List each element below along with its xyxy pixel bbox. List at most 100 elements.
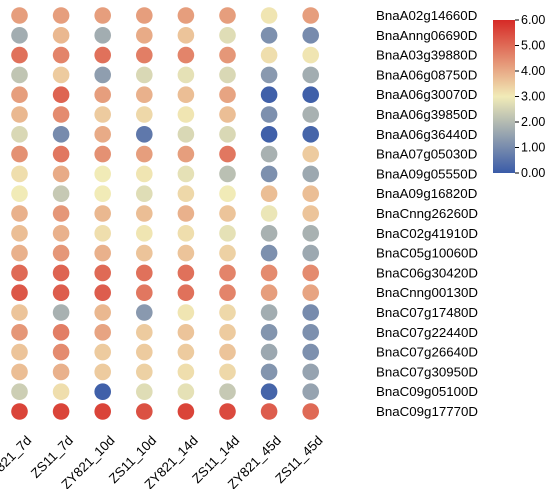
colorbar-tick-label: 3.00	[521, 90, 545, 104]
heatmap-cell	[52, 106, 70, 123]
heatmap-cell	[94, 225, 111, 242]
heatmap-cell	[94, 284, 111, 302]
heatmap-cell	[260, 185, 278, 202]
heatmap-cell	[302, 264, 320, 282]
heatmap-cell	[136, 185, 153, 202]
row-label: BnaC05g10060D	[376, 246, 478, 261]
heatmap-cell	[52, 86, 70, 103]
heatmap-cell	[177, 106, 195, 123]
heatmap-cell	[11, 66, 28, 84]
heatmap-cell	[94, 145, 111, 163]
heatmap-cell	[219, 264, 236, 282]
heatmap-cell	[260, 86, 278, 103]
heatmap-cell	[219, 27, 236, 44]
heatmap-cell	[177, 165, 195, 183]
row-label: BnaA02g14660D	[376, 8, 477, 23]
heatmap-cell	[302, 185, 320, 202]
heatmap-cell	[260, 304, 278, 321]
heatmap-cell	[302, 66, 320, 84]
heatmap-cell	[177, 363, 195, 381]
heatmap-cell	[260, 383, 278, 401]
heatmap-cell	[52, 284, 70, 302]
heatmap-cell	[260, 165, 278, 183]
heatmap-cell	[136, 403, 153, 420]
heatmap-cell	[94, 205, 111, 222]
heatmap-cell	[302, 383, 320, 401]
row-label: BnaA09g05550D	[376, 166, 477, 181]
heatmap-cell	[136, 284, 153, 302]
row-label: BnaC07g30950D	[376, 364, 478, 379]
row-label: BnaA06g30070D	[376, 87, 477, 102]
column-labels: ZY821_7dZS11_7dZY821_10dZS11_10dZY821_14…	[0, 433, 326, 489]
row-label: BnaA09g16820D	[376, 186, 477, 201]
heatmap-cell	[302, 27, 320, 44]
row-label: BnaC07g26640D	[376, 345, 478, 360]
heatmap-cell	[177, 27, 195, 44]
heatmap-cell	[219, 403, 236, 420]
heatmap-cell	[52, 185, 70, 202]
heatmap-cell	[11, 244, 28, 262]
heatmap-cell	[136, 244, 153, 262]
heatmap-cell	[302, 225, 320, 242]
colorbar-tick-label: 2.00	[521, 115, 545, 129]
heatmap-cell	[11, 205, 28, 222]
heatmap-cell	[94, 46, 111, 64]
heatmap-cell	[94, 86, 111, 103]
heatmap-cell	[219, 244, 236, 262]
heatmap-cell	[260, 343, 278, 361]
heatmap-cells	[11, 7, 320, 420]
row-label: BnaC07g17480D	[376, 305, 478, 320]
heatmap-cell	[94, 304, 111, 321]
heatmap-cell	[136, 264, 153, 282]
heatmap-cell	[11, 324, 28, 341]
colorbar-tick-label: 5.00	[521, 39, 545, 53]
heatmap-cell	[94, 126, 111, 143]
heatmap-cell	[94, 7, 111, 24]
heatmap-cell	[219, 343, 236, 361]
row-label: BnaA03g39880D	[376, 48, 477, 63]
heatmap-cell	[177, 185, 195, 202]
heatmap-cell	[94, 343, 111, 361]
row-label: BnaA06g08750D	[376, 67, 477, 82]
heatmap-cell	[52, 343, 70, 361]
heatmap-cell	[260, 126, 278, 143]
heatmap-cell	[219, 126, 236, 143]
heatmap-cell	[177, 264, 195, 282]
heatmap-cell	[94, 244, 111, 262]
heatmap-cell	[94, 264, 111, 282]
heatmap-cell	[219, 185, 236, 202]
heatmap-cell	[302, 145, 320, 163]
heatmap-cell	[260, 27, 278, 44]
heatmap-cell	[136, 343, 153, 361]
heatmap-cell	[302, 403, 320, 420]
column-label: ZY821_7d	[0, 433, 34, 487]
heatmap-cell	[52, 66, 70, 84]
heatmap-cell	[219, 106, 236, 123]
heatmap-cell	[219, 7, 236, 24]
heatmap-cell	[52, 7, 70, 24]
heatmap-cell	[302, 324, 320, 341]
heatmap-cell	[94, 185, 111, 202]
heatmap-cell	[52, 304, 70, 321]
heatmap-cell	[260, 264, 278, 282]
heatmap-cell	[94, 66, 111, 84]
colorbar-tick-label: 6.00	[521, 13, 545, 27]
heatmap-cell	[11, 363, 28, 381]
heatmap-cell	[219, 363, 236, 381]
heatmap-cell	[219, 46, 236, 64]
heatmap-cell	[11, 126, 28, 143]
heatmap-cell	[136, 86, 153, 103]
heatmap-cell	[260, 106, 278, 123]
heatmap-cell	[11, 185, 28, 202]
heatmap-cell	[52, 165, 70, 183]
heatmap-cell	[302, 244, 320, 262]
heatmap-cell	[260, 46, 278, 64]
heatmap-cell	[52, 264, 70, 282]
heatmap-cell	[136, 225, 153, 242]
heatmap-cell	[52, 244, 70, 262]
heatmap-cell	[11, 7, 28, 24]
heatmap-cell	[177, 205, 195, 222]
heatmap-cell	[52, 126, 70, 143]
heatmap-cell	[260, 324, 278, 341]
